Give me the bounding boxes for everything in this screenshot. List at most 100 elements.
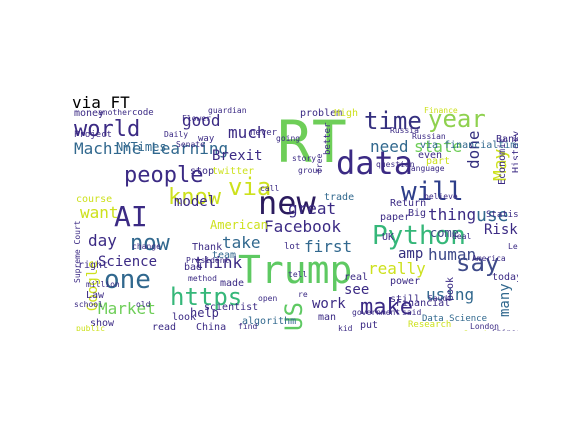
word: Statistic: [486, 210, 518, 220]
word: will: [401, 177, 464, 207]
word: Data Science: [422, 314, 488, 324]
word: Senate: [176, 140, 205, 149]
word: Law: [86, 290, 105, 301]
word: re: [298, 290, 308, 299]
word: today: [492, 272, 518, 283]
word: Big: [408, 208, 427, 219]
word: new: [258, 184, 316, 222]
word: first: [304, 237, 353, 256]
word: part: [426, 156, 451, 167]
word: real: [344, 272, 369, 283]
word: now: [130, 231, 170, 256]
word: another: [98, 108, 132, 117]
word: look: [172, 312, 197, 323]
word: team: [212, 250, 237, 261]
word: day: [88, 231, 117, 250]
word: show: [90, 318, 115, 329]
word: call: [260, 184, 280, 193]
word: America: [472, 254, 506, 263]
word: world: [74, 117, 141, 142]
word: via FT: [72, 95, 130, 112]
word: need: [370, 137, 409, 156]
word: Bank: [496, 134, 518, 145]
word: Daily: [164, 130, 189, 139]
word: twitter: [212, 166, 255, 177]
word: guardian: [208, 106, 247, 115]
word: Less: [508, 242, 518, 251]
word: make: [360, 295, 413, 320]
word: lot: [284, 242, 301, 252]
word: via financialtimes: [420, 140, 518, 151]
word: know: [168, 185, 221, 210]
word: Science: [98, 254, 158, 270]
word: way: [198, 134, 215, 144]
word: UK: [382, 232, 395, 243]
word: Risk: [484, 222, 518, 238]
word: Russia: [390, 126, 419, 135]
word: power: [390, 276, 421, 287]
word: Machine Learning: [74, 139, 229, 158]
word: via: [228, 173, 272, 201]
word: problem: [300, 108, 343, 119]
word: model: [174, 194, 217, 210]
word: million: [86, 280, 120, 289]
word: bad: [184, 262, 203, 273]
word: President: [186, 256, 230, 265]
word: made: [220, 278, 245, 289]
word: using: [426, 285, 475, 304]
word: old: [136, 300, 151, 309]
word: read: [152, 322, 177, 332]
word: change: [132, 242, 161, 251]
word: American: [210, 218, 268, 232]
word: find: [238, 322, 258, 331]
word: Finance: [424, 106, 458, 115]
word: https: [170, 283, 243, 311]
word: good: [182, 111, 221, 130]
word: Python: [372, 221, 466, 251]
word: NYTimes: [116, 140, 167, 154]
word: want: [80, 203, 119, 222]
word: stop: [190, 166, 215, 177]
word: course: [76, 194, 113, 205]
word: still: [390, 294, 421, 305]
word: Russian: [412, 132, 446, 141]
word: Financial: [396, 298, 451, 309]
word: think: [194, 253, 243, 272]
word: Project: [74, 130, 112, 140]
word: money: [74, 108, 105, 119]
word: Research: [408, 320, 452, 330]
word: deal: [452, 232, 472, 241]
word: work: [312, 296, 346, 312]
word: algorithm: [242, 316, 297, 327]
word: Facebook: [264, 217, 342, 236]
word: time: [364, 107, 422, 135]
word: Flower: [182, 114, 211, 123]
word: man: [318, 312, 337, 323]
word: Thank: [192, 242, 223, 253]
word: question: [376, 160, 415, 169]
word: paper: [380, 212, 411, 223]
word: public: [76, 324, 105, 332]
word: Saudi: [428, 294, 453, 303]
word: state: [414, 137, 463, 156]
word: many: [497, 283, 513, 317]
word: kid: [338, 324, 353, 332]
word: human: [428, 245, 477, 264]
word: government: [352, 308, 401, 317]
word: take: [222, 233, 261, 252]
word: much: [228, 123, 267, 142]
word: open: [258, 294, 278, 303]
word: trade: [324, 192, 355, 203]
word: Chinese: [492, 329, 518, 332]
word: Market: [98, 299, 156, 318]
word: Return: [390, 198, 427, 209]
word: AI: [114, 200, 148, 233]
word: believe: [424, 192, 458, 201]
word-cloud: RT data new Trump world time year people…: [72, 95, 518, 331]
word: code: [132, 108, 154, 118]
word: see: [344, 282, 370, 298]
word: China: [196, 322, 227, 332]
word: put: [360, 320, 379, 331]
word: method: [188, 274, 217, 283]
word: use: [476, 205, 509, 226]
